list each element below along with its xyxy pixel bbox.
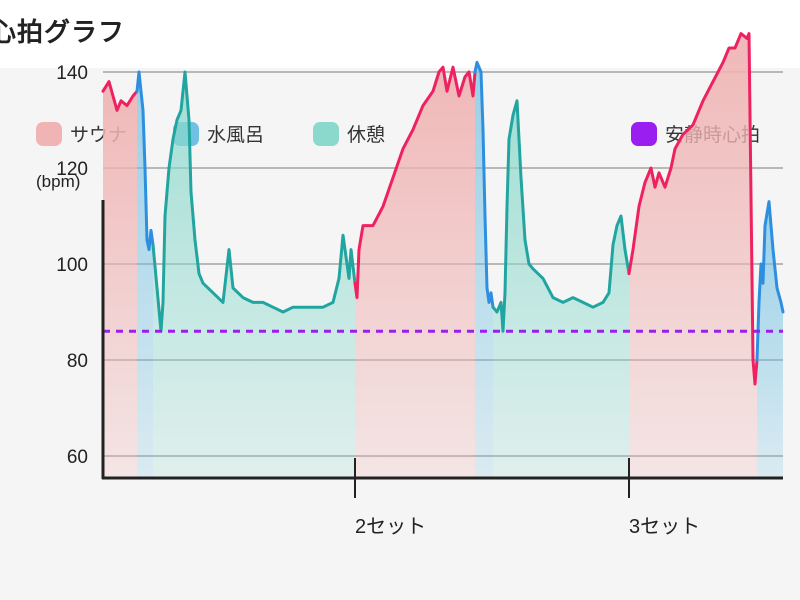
phase-fills — [103, 33, 783, 479]
y-axis-label: (bpm) — [36, 172, 80, 191]
y-tick-label-60: 60 — [67, 447, 88, 468]
legend-item-rest[interactable]: 休憩 — [313, 120, 385, 147]
line-cold-bath-5 — [473, 60, 495, 309]
y-tick-label-120: 120 — [56, 159, 88, 180]
page-title: 心拍グラフ — [0, 18, 126, 48]
legend-swatch-sauna — [36, 121, 62, 146]
area-sauna-1 — [103, 81, 137, 478]
area-sauna-7 — [629, 33, 757, 478]
line-cold-bath-2 — [135, 70, 155, 252]
line-sauna-1 — [101, 80, 139, 112]
line-cold-bath-8 — [755, 200, 785, 362]
legend-label-rest: 休憩 — [347, 124, 386, 146]
y-tick-label-140: 140 — [56, 63, 88, 84]
area-sauna-4 — [355, 67, 475, 478]
line-sauna-7 — [627, 32, 759, 386]
y-tick-label-80: 80 — [67, 351, 88, 372]
set-marker-label-2: 2セット — [355, 516, 426, 538]
tick-labels: 60801001201401602セット3セット — [56, 63, 700, 538]
line-sauna-4 — [353, 65, 477, 300]
area-rest-6 — [493, 100, 629, 479]
area-cold-bath-2 — [137, 72, 153, 478]
legend-swatch-resting-hr — [631, 121, 657, 146]
area-cold-bath-5 — [475, 62, 493, 479]
axes — [101, 200, 783, 498]
line-rest-3 — [151, 70, 357, 333]
legend-swatch-rest — [313, 121, 339, 146]
area-cold-bath-8 — [757, 201, 783, 478]
line-rest-6 — [491, 99, 631, 333]
area-rest-3 — [153, 72, 355, 478]
phase-lines — [101, 32, 785, 386]
set-marker-label-3: 3セット — [629, 516, 700, 538]
legend-label-cold-bath: 水風呂 — [207, 124, 265, 146]
y-tick-label-100: 100 — [56, 255, 88, 276]
